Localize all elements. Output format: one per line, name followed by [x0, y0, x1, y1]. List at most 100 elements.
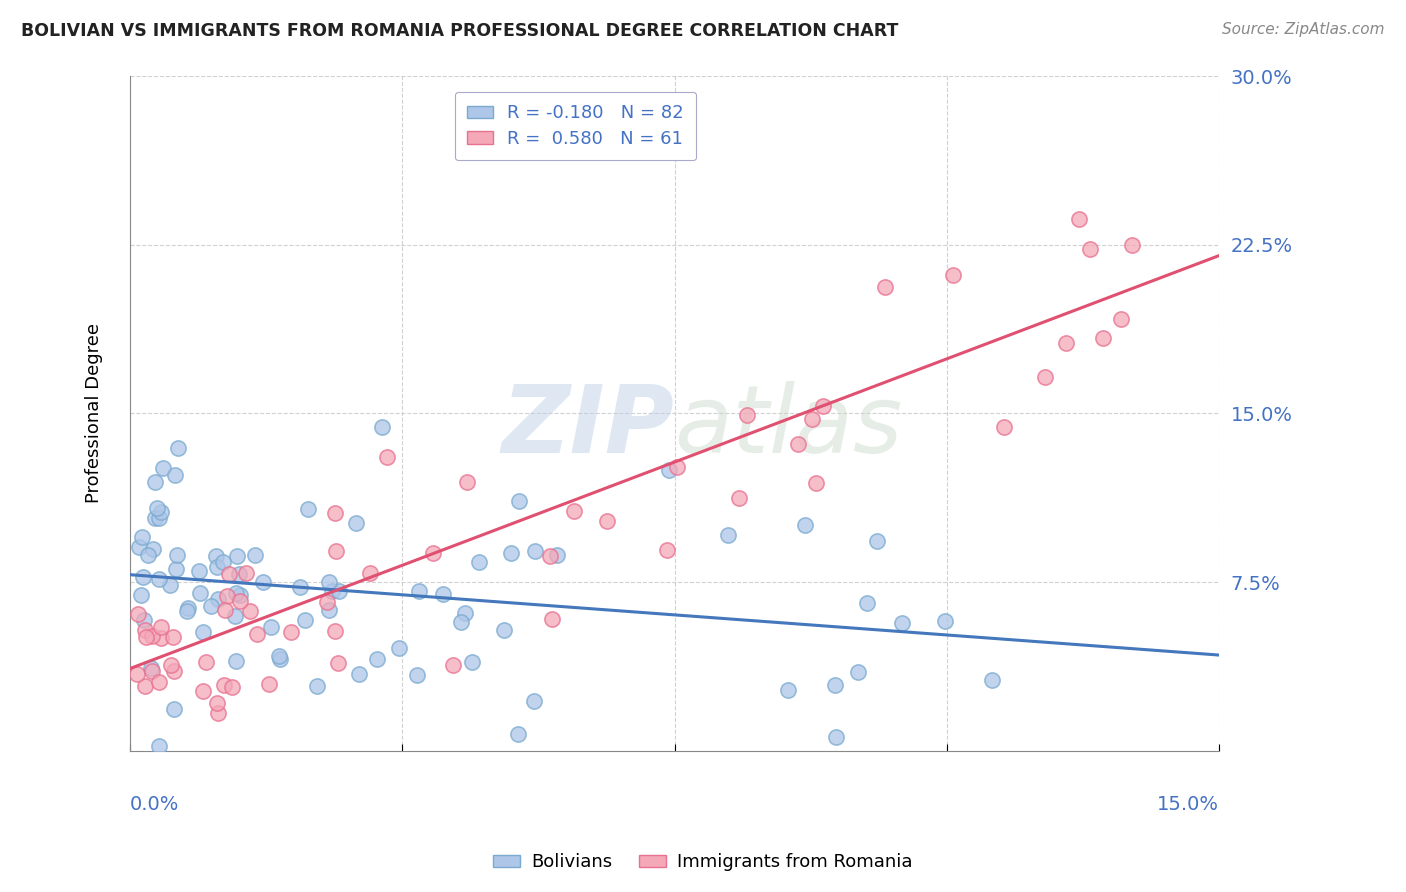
- Point: [166, 548, 188, 562]
- Point: [162, 630, 184, 644]
- Point: [375, 450, 398, 464]
- Point: [245, 626, 267, 640]
- Point: [450, 615, 472, 629]
- Point: [267, 648, 290, 663]
- Point: [494, 623, 516, 637]
- Point: [239, 604, 262, 618]
- Point: [146, 500, 169, 515]
- Legend: Bolivians, Immigrants from Romania: Bolivians, Immigrants from Romania: [486, 847, 920, 879]
- Point: [193, 624, 215, 639]
- Point: [441, 658, 464, 673]
- Point: [148, 739, 170, 754]
- Point: [523, 693, 546, 707]
- Point: [657, 542, 679, 557]
- Point: [538, 549, 561, 563]
- Legend: R = -0.180   N = 82, R =  0.580   N = 61: R = -0.180 N = 82, R = 0.580 N = 61: [454, 92, 696, 161]
- Point: [787, 437, 810, 451]
- Point: [188, 586, 211, 600]
- Point: [1080, 242, 1102, 256]
- Point: [321, 583, 343, 598]
- Point: [501, 546, 523, 560]
- Point: [489, 125, 512, 139]
- Point: [129, 588, 152, 602]
- Point: [562, 504, 585, 518]
- Point: [166, 441, 188, 455]
- Point: [717, 527, 740, 541]
- Point: [204, 549, 226, 564]
- Point: [1033, 369, 1056, 384]
- Text: 15.0%: 15.0%: [1157, 795, 1219, 814]
- Point: [825, 730, 848, 744]
- Point: [127, 667, 149, 681]
- Point: [176, 604, 198, 618]
- Point: [139, 661, 162, 675]
- Point: [793, 517, 815, 532]
- Point: [205, 559, 228, 574]
- Point: [804, 476, 827, 491]
- Point: [506, 727, 529, 741]
- Point: [596, 515, 619, 529]
- Point: [218, 566, 240, 581]
- Point: [207, 591, 229, 606]
- Point: [316, 595, 339, 609]
- Text: atlas: atlas: [675, 382, 903, 473]
- Point: [323, 506, 346, 520]
- Text: Source: ZipAtlas.com: Source: ZipAtlas.com: [1222, 22, 1385, 37]
- Point: [228, 594, 250, 608]
- Point: [1121, 237, 1143, 252]
- Point: [177, 601, 200, 615]
- Point: [800, 412, 823, 426]
- Point: [318, 574, 340, 589]
- Point: [127, 607, 149, 621]
- Point: [260, 620, 283, 634]
- Point: [873, 280, 896, 294]
- Point: [297, 502, 319, 516]
- Point: [942, 268, 965, 283]
- Point: [541, 611, 564, 625]
- Point: [824, 678, 846, 692]
- Point: [163, 665, 186, 679]
- Point: [432, 587, 454, 601]
- Point: [135, 630, 157, 644]
- Point: [454, 606, 477, 620]
- Point: [406, 667, 429, 681]
- Point: [136, 548, 159, 562]
- Point: [225, 654, 247, 668]
- Point: [666, 460, 689, 475]
- Point: [318, 603, 340, 617]
- Point: [200, 599, 222, 614]
- Point: [778, 683, 800, 698]
- Point: [228, 566, 250, 581]
- Point: [152, 461, 174, 475]
- Point: [328, 584, 350, 599]
- Point: [252, 575, 274, 590]
- Point: [326, 656, 349, 670]
- Point: [134, 613, 156, 627]
- Point: [226, 549, 249, 563]
- Point: [148, 511, 170, 525]
- Point: [269, 651, 291, 665]
- Point: [524, 544, 547, 558]
- Point: [132, 570, 155, 584]
- Point: [305, 679, 328, 693]
- Point: [934, 614, 956, 628]
- Point: [150, 632, 173, 646]
- Point: [195, 656, 218, 670]
- Point: [235, 566, 257, 581]
- Point: [148, 572, 170, 586]
- Point: [141, 664, 163, 678]
- Point: [1067, 212, 1090, 227]
- Point: [191, 683, 214, 698]
- Point: [387, 641, 409, 656]
- Point: [215, 589, 238, 603]
- Point: [658, 463, 681, 477]
- Point: [229, 588, 252, 602]
- Point: [371, 419, 394, 434]
- Point: [212, 555, 235, 569]
- Point: [131, 530, 153, 544]
- Point: [205, 696, 228, 710]
- Point: [207, 706, 229, 720]
- Point: [148, 675, 170, 690]
- Point: [456, 475, 478, 489]
- Point: [359, 566, 381, 581]
